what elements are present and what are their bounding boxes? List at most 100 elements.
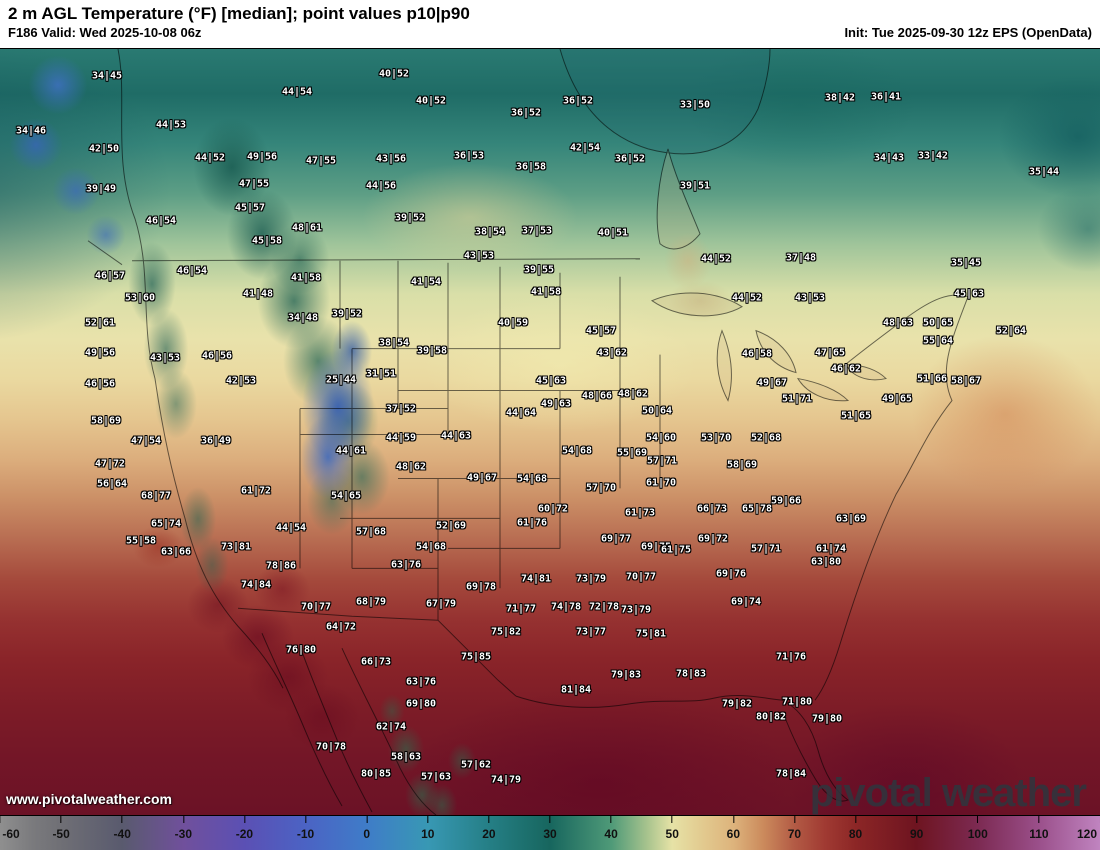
point-value: 60|72 xyxy=(537,503,569,515)
point-value: 52|68 xyxy=(750,432,782,444)
point-value: 69|80 xyxy=(405,698,437,710)
point-value: 63|76 xyxy=(405,676,437,688)
point-value: 33|50 xyxy=(679,99,711,111)
point-value: 44|52 xyxy=(700,253,732,265)
point-value: 43|53 xyxy=(794,292,826,304)
header: 2 m AGL Temperature (°F) [median]; point… xyxy=(0,0,1100,48)
point-value: 39|49 xyxy=(85,183,117,195)
point-value: 48|62 xyxy=(617,388,649,400)
point-value: 70|78 xyxy=(315,741,347,753)
point-value: 42|54 xyxy=(569,142,601,154)
point-value: 49|65 xyxy=(881,393,913,405)
point-value: 69|78 xyxy=(465,581,497,593)
point-value: 38|54 xyxy=(378,337,410,349)
point-value: 75|82 xyxy=(490,626,522,638)
colorbar-tick: 50 xyxy=(666,816,679,850)
point-value: 55|58 xyxy=(125,535,157,547)
point-value: 40|51 xyxy=(597,227,629,239)
point-value: 61|76 xyxy=(516,517,548,529)
colorbar-tick: 70 xyxy=(788,816,801,850)
point-value: 69|76 xyxy=(715,568,747,580)
lake-erie xyxy=(797,377,850,402)
point-value: 70|77 xyxy=(625,571,657,583)
weather-map[interactable]: 34|45 40|52 44|54 40|52 36|52 33|50 38|42 36|41… xyxy=(0,48,1100,815)
point-value: 47|65 xyxy=(814,347,846,359)
point-value: 45|57 xyxy=(585,325,617,337)
east-coastline xyxy=(814,296,969,701)
point-value: 73|77 xyxy=(575,626,607,638)
point-value: 35|44 xyxy=(1028,166,1060,178)
point-value: 34|46 xyxy=(15,125,47,137)
point-value: 43|53 xyxy=(149,352,181,364)
point-value: 75|81 xyxy=(635,628,667,640)
point-value: 61|70 xyxy=(645,477,677,489)
point-value: 39|55 xyxy=(523,264,555,276)
point-values-layer: 34|45 40|52 44|54 40|52 36|52 33|50 38|42 36|41… xyxy=(0,49,1100,815)
point-value: 57|62 xyxy=(460,759,492,771)
colorbar-tick: -20 xyxy=(236,816,253,850)
point-value: 80|82 xyxy=(755,711,787,723)
point-value: 39|52 xyxy=(394,212,426,224)
colorbar-tick: 100 xyxy=(968,816,988,850)
point-value: 58|63 xyxy=(390,751,422,763)
point-value: 34|45 xyxy=(91,70,123,82)
point-value: 63|76 xyxy=(390,559,422,571)
point-value: 54|68 xyxy=(516,473,548,485)
point-value: 54|65 xyxy=(330,490,362,502)
point-value: 67|79 xyxy=(425,598,457,610)
colorbar-ticks: -60 -50 -40 -30 -20 -10 0 10 20 30 40 50 60 70 80 90 100… xyxy=(0,816,1100,850)
point-value: 74|81 xyxy=(520,573,552,585)
point-value: 57|70 xyxy=(585,482,617,494)
point-value: 74|84 xyxy=(240,579,272,591)
point-value: 50|64 xyxy=(641,405,673,417)
us-canada-border xyxy=(131,258,641,262)
point-value: 40|52 xyxy=(415,95,447,107)
point-value: 56|64 xyxy=(96,478,128,490)
lake-michigan xyxy=(716,329,732,402)
point-value: 75|85 xyxy=(460,651,492,663)
point-value: 72|78 xyxy=(588,601,620,613)
colorbar-tick: -30 xyxy=(175,816,192,850)
baja-coastline xyxy=(261,633,343,807)
point-value: 48|62 xyxy=(395,461,427,473)
point-value: 49|56 xyxy=(246,151,278,163)
point-value: 71|77 xyxy=(505,603,537,615)
point-value: 51|71 xyxy=(781,393,813,405)
point-value: 81|84 xyxy=(560,684,592,696)
point-value: 74|79 xyxy=(490,774,522,786)
point-value: 58|67 xyxy=(950,375,982,387)
point-value: 49|56 xyxy=(84,347,116,359)
point-value: 47|72 xyxy=(94,458,126,470)
point-value: 76|80 xyxy=(285,644,317,656)
point-value: 52|64 xyxy=(995,325,1027,337)
point-value: 44|59 xyxy=(385,432,417,444)
colorbar-tick: 80 xyxy=(849,816,862,850)
colorbar-tick: -40 xyxy=(114,816,131,850)
point-value: 43|53 xyxy=(463,250,495,262)
point-value: 69|77 xyxy=(600,533,632,545)
point-value: 69|75 xyxy=(640,541,672,553)
point-value: 36|49 xyxy=(200,435,232,447)
point-value: 44|53 xyxy=(155,119,187,131)
point-value: 44|52 xyxy=(194,152,226,164)
point-value: 63|66 xyxy=(160,546,192,558)
lake-superior xyxy=(650,292,743,317)
colorbar-tick: -60 xyxy=(0,816,20,850)
point-value: 73|81 xyxy=(220,541,252,553)
colorbar-tick: 40 xyxy=(604,816,618,850)
point-value: 61|72 xyxy=(240,485,272,497)
point-value: 45|57 xyxy=(234,202,266,214)
point-value: 78|84 xyxy=(775,768,807,780)
valid-time-text: F186 Valid: Wed 2025-10-08 06z xyxy=(8,25,202,40)
point-value: 65|74 xyxy=(150,518,182,530)
point-value: 65|78 xyxy=(741,503,773,515)
point-value: 45|63 xyxy=(953,288,985,300)
point-value: 44|54 xyxy=(281,86,313,98)
point-value: 25|44 xyxy=(325,374,357,386)
point-value: 46|56 xyxy=(201,350,233,362)
mexico-west-coast xyxy=(341,648,437,815)
point-value: 44|54 xyxy=(275,522,307,534)
point-value: 50|65 xyxy=(922,317,954,329)
point-value: 69|74 xyxy=(730,596,762,608)
point-value: 61|74 xyxy=(815,543,847,555)
